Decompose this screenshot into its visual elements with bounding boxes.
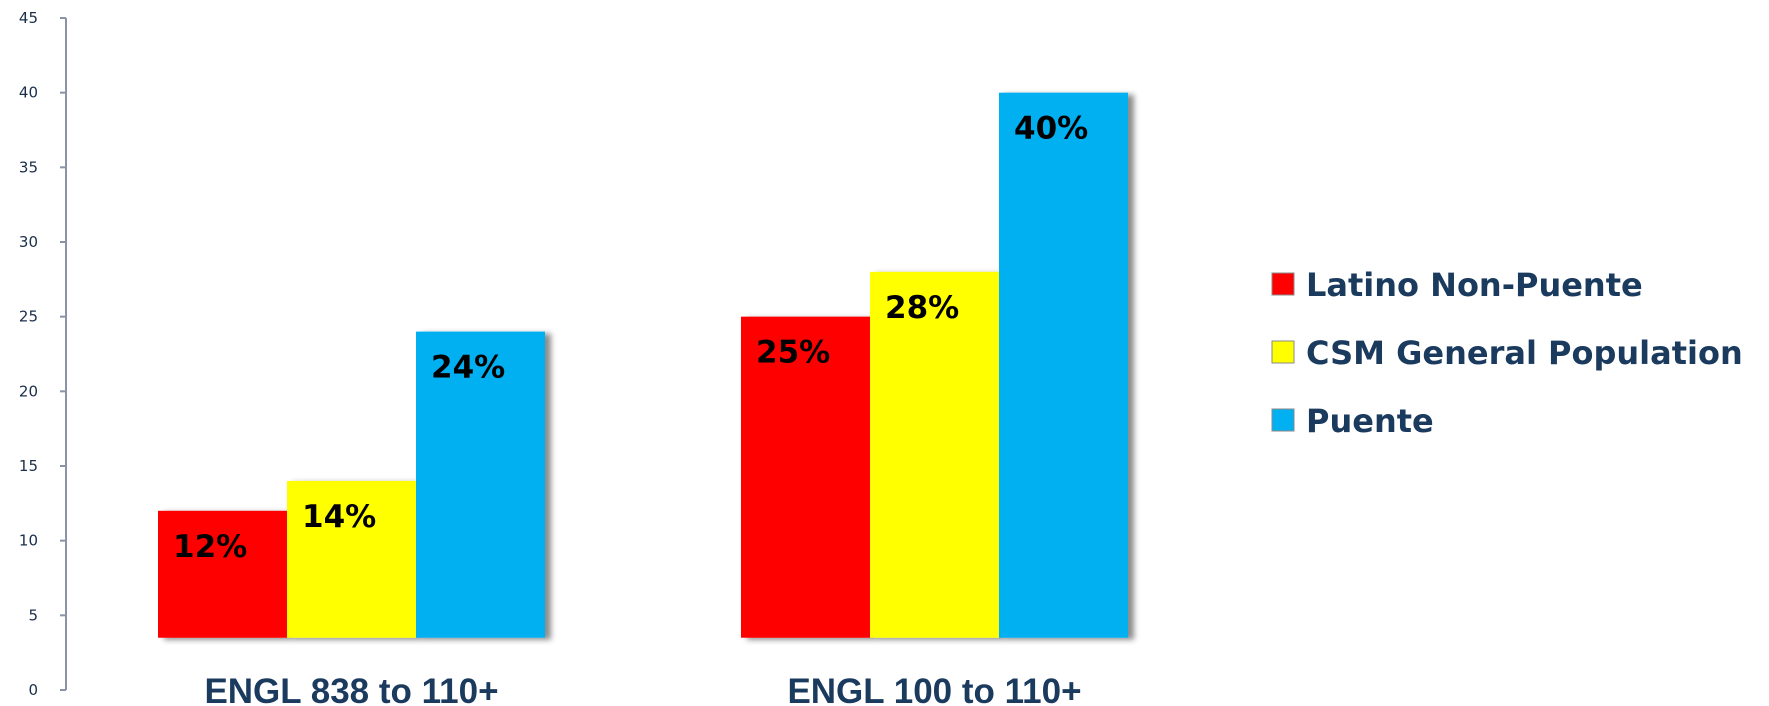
data-label: 14% — [302, 499, 376, 535]
legend-swatch — [1271, 340, 1295, 364]
y-tick-label: 35 — [19, 158, 38, 176]
legend-label: Puente — [1306, 402, 1434, 440]
data-label: 40% — [1014, 111, 1088, 147]
category-label: ENGL 838 to 110+ — [204, 672, 498, 706]
y-tick-label: 0 — [28, 681, 38, 699]
legend-swatch — [1271, 408, 1295, 432]
category-label: ENGL 100 to 110+ — [787, 672, 1081, 706]
y-tick-label: 25 — [19, 308, 38, 326]
y-tick-label: 20 — [19, 382, 38, 400]
y-tick-label: 30 — [19, 233, 38, 251]
bar-latino-non-puente-2 — [741, 316, 870, 638]
legend-label: Latino Non-Puente — [1306, 266, 1643, 304]
data-label: 28% — [885, 290, 959, 326]
bar-puente-2 — [999, 92, 1128, 638]
bar-csm-general-population-2 — [870, 271, 999, 638]
legend-label: CSM General Population — [1306, 334, 1743, 372]
y-tick-label: 40 — [19, 84, 38, 102]
data-label: 25% — [756, 335, 830, 371]
y-tick-label: 15 — [19, 457, 38, 475]
legend: Latino Non-Puente CSM General Population P… — [1271, 266, 1743, 440]
y-tick-label: 45 — [19, 9, 38, 27]
bar-puente-1 — [416, 331, 545, 638]
y-tick-label: 5 — [28, 606, 38, 624]
legend-swatch — [1271, 272, 1295, 296]
category-labels: ENGL 838 to 110+ ENGL 100 to 110+ — [204, 672, 1081, 706]
bar-latino-non-puente-1 — [158, 510, 287, 638]
data-label: 12% — [173, 529, 247, 565]
data-labels: 12% 14% 24% 25% 28% 40% — [173, 111, 1088, 565]
data-label: 24% — [431, 350, 505, 386]
y-tick-label: 10 — [19, 532, 38, 550]
bars — [158, 92, 1128, 638]
y-axis: 0 5 10 15 20 25 30 35 40 45 — [19, 9, 67, 699]
bar-csm-general-population-1 — [287, 480, 416, 638]
